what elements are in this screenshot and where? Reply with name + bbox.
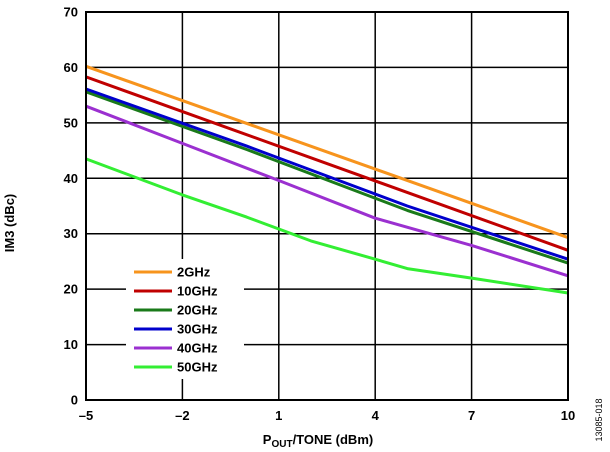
series-line-50ghz bbox=[85, 157, 569, 295]
legend-label-30ghz: 30GHz bbox=[177, 322, 218, 337]
y-tick-label: 70 bbox=[64, 5, 78, 20]
x-axis-title-main: P bbox=[263, 432, 272, 447]
series-line-10ghz bbox=[85, 75, 569, 252]
x-tick-label: 1 bbox=[275, 408, 282, 423]
y-tick-label: 60 bbox=[64, 60, 78, 75]
series-line-30ghz bbox=[85, 87, 569, 261]
legend-label-2ghz: 2GHz bbox=[177, 265, 211, 280]
y-tick-label: 40 bbox=[64, 171, 78, 186]
x-tick-label: 7 bbox=[468, 408, 475, 423]
series-lines bbox=[85, 64, 569, 295]
y-axis-title: IM3 (dBc) bbox=[2, 194, 17, 253]
y-tick-label: 50 bbox=[64, 115, 78, 130]
x-tick-labels: –5 –2 1 4 7 10 bbox=[79, 408, 575, 423]
legend: 2GHz 10GHz 20GHz 30GHz 40GHz 50GHz bbox=[126, 259, 244, 379]
legend-label-40ghz: 40GHz bbox=[177, 341, 218, 356]
x-axis-title: POUT/TONE (dBm) bbox=[263, 432, 373, 450]
plot-frame bbox=[85, 11, 569, 401]
x-tick-label: –5 bbox=[79, 408, 93, 423]
x-axis-title-subscript: OUT bbox=[271, 439, 292, 450]
x-tick-label: 10 bbox=[561, 408, 575, 423]
y-tick-label: 30 bbox=[64, 226, 78, 241]
y-tick-label: 10 bbox=[64, 337, 78, 352]
legend-label-20ghz: 20GHz bbox=[177, 303, 218, 318]
y-tick-label: 20 bbox=[64, 282, 78, 297]
y-tick-label: 0 bbox=[71, 393, 78, 408]
legend-label-50ghz: 50GHz bbox=[177, 360, 218, 375]
series-line-40ghz bbox=[85, 104, 569, 278]
legend-background bbox=[126, 259, 244, 379]
legend-label-10ghz: 10GHz bbox=[177, 284, 218, 299]
series-line-2ghz bbox=[85, 64, 569, 240]
series-line-20ghz bbox=[85, 90, 569, 265]
x-tick-label: 4 bbox=[372, 408, 380, 423]
x-tick-label: –2 bbox=[175, 408, 189, 423]
x-axis-title-rest: /TONE (dBm) bbox=[293, 432, 374, 447]
figure-id: 13085-018 bbox=[594, 398, 604, 441]
y-tick-labels: 0 10 20 30 40 50 60 70 bbox=[64, 5, 78, 408]
